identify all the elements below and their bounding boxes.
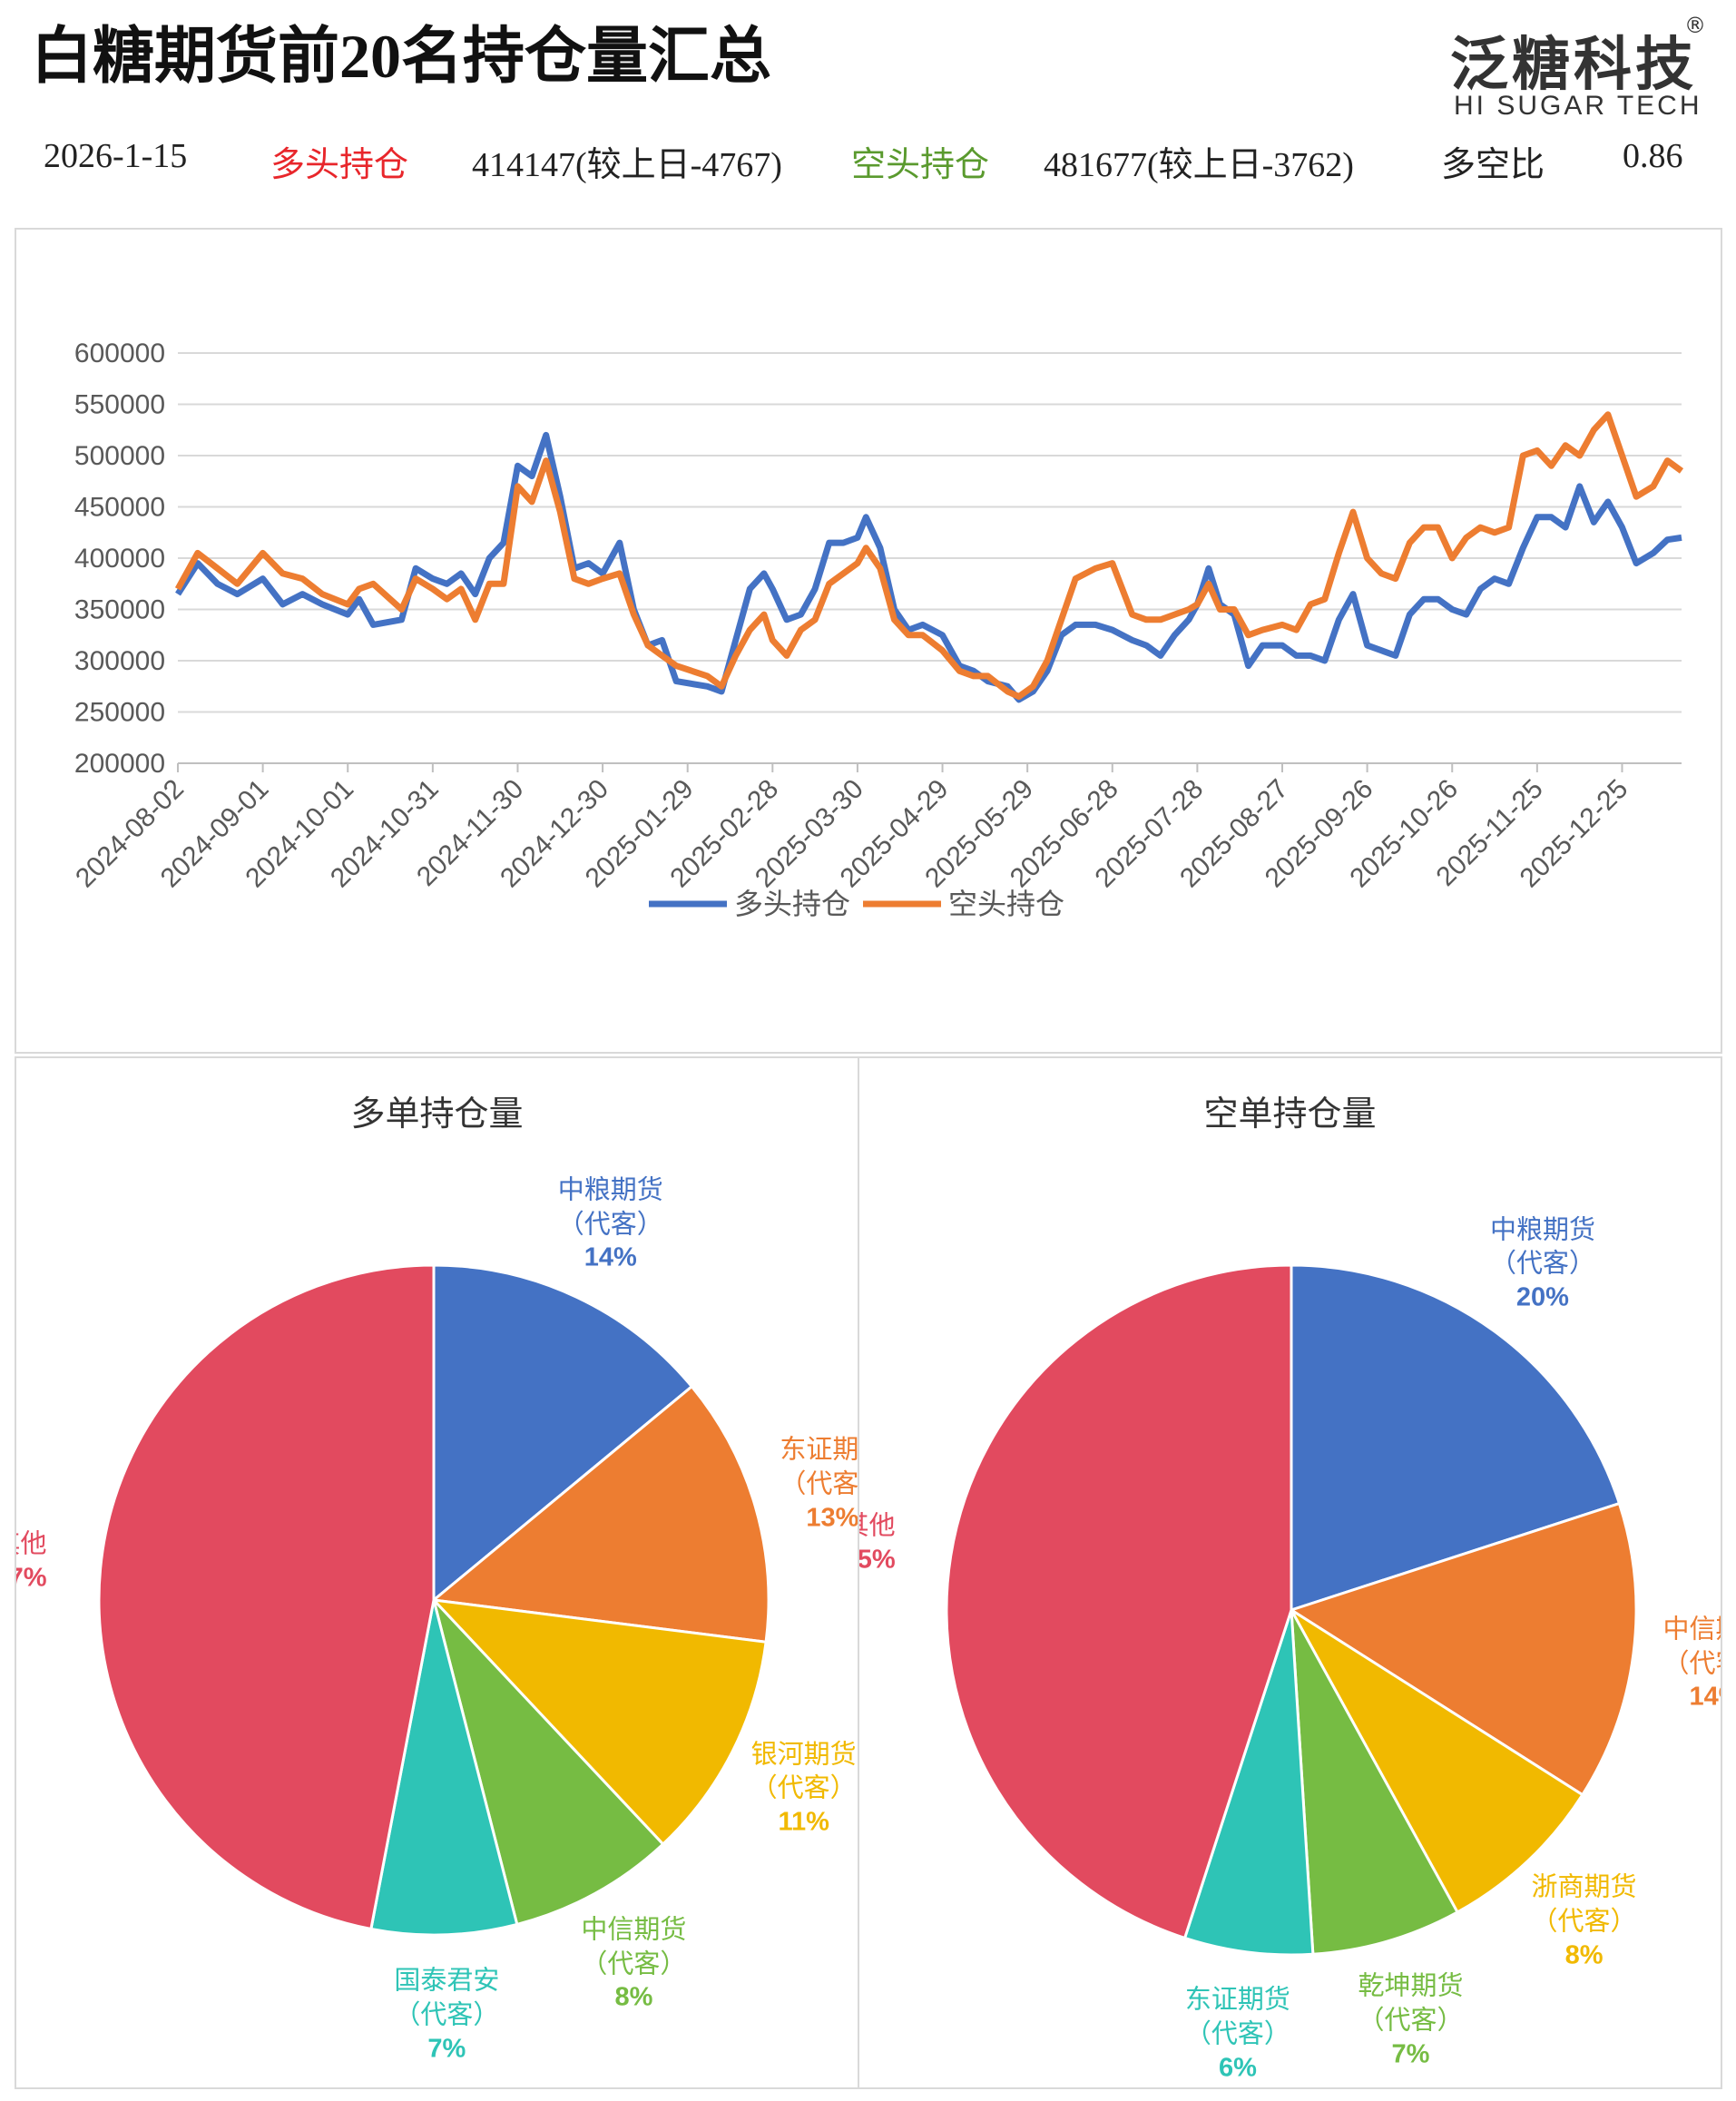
slice-name: 中信期货（代客） <box>1662 1613 1721 1679</box>
y-tick-label: 250000 <box>74 698 165 728</box>
slice-value: 20% <box>1515 1282 1569 1312</box>
slice-value: 47% <box>16 1562 47 1592</box>
pie-title: 多单持仓量 <box>350 1095 524 1134</box>
y-tick-label: 500000 <box>74 441 165 471</box>
slice-name: 银河期货（代客） <box>750 1738 857 1803</box>
series-line <box>175 431 1682 703</box>
short-label: 空头持仓 <box>851 146 990 184</box>
slice-value: 7% <box>427 2034 466 2064</box>
slice-label: 东证期货（代客） 13% <box>776 1433 859 1536</box>
slice-value: 7% <box>1391 2039 1430 2069</box>
pie-slice <box>432 1598 665 1927</box>
pie-slice <box>430 1597 768 1847</box>
slice-value: 11% <box>778 1807 829 1837</box>
logo-name: 泛糖科技 <box>1450 32 1697 99</box>
slice-name: 浙商期货（代客） <box>1531 1870 1637 1937</box>
ratio-label: 多空比 <box>1441 146 1545 184</box>
slice-label: 浙商期货（代客） 8% <box>1527 1870 1641 1973</box>
slice-label: 中粮期货（代客） 20% <box>1486 1212 1600 1315</box>
ratio-value: 0.86 <box>1623 137 1683 175</box>
short-value: 481677(较上日-3762) <box>1044 146 1354 184</box>
legend-label: 多头持仓 <box>734 888 850 920</box>
pie-slice <box>432 1263 694 1604</box>
long-value: 414147(较上日-4767) <box>472 146 782 184</box>
y-tick-label: 200000 <box>74 749 165 779</box>
pie <box>945 1263 1638 1957</box>
pie-slice <box>430 1384 770 1644</box>
slice-value: 8% <box>614 1982 653 2012</box>
slice-name: 其他 <box>16 1527 47 1559</box>
pie-slice <box>1290 1609 1460 1956</box>
pie <box>97 1263 770 1937</box>
slice-name: 乾坤期货（代客） <box>1358 1969 1464 2036</box>
pie-slice <box>369 1599 519 1937</box>
slice-value: 14% <box>1689 1682 1721 1712</box>
slice-label: 中粮期货（代客） 14% <box>554 1173 667 1275</box>
slice-name: 中粮期货（代客） <box>1489 1213 1595 1279</box>
line-chart: 200000 250000 300000 350000 400000 450000 5000… <box>70 339 1684 920</box>
series-line <box>174 411 1684 700</box>
slice-name: 东证期货（代客） <box>780 1433 859 1499</box>
y-tick-label: 400000 <box>74 544 165 574</box>
pie-slice <box>1290 1608 1584 1915</box>
slice-label: 国泰君安（代客） 7% <box>390 1964 504 2067</box>
long-label: 多头持仓 <box>270 146 409 184</box>
slice-value: 6% <box>1218 2053 1257 2083</box>
line-panel: 200000 250000 300000 350000 400000 450000 5000… <box>15 228 1722 1054</box>
slice-label: 其他47% <box>16 1527 77 1595</box>
slice-name: 国泰君安（代客） <box>394 1964 500 2030</box>
pie-slice <box>1290 1263 1622 1613</box>
slice-name: 其他 <box>859 1509 896 1541</box>
pie-slice <box>97 1263 436 1931</box>
page-title: 白糖期货前20名持仓量汇总 <box>31 22 772 91</box>
pie-slice <box>945 1263 1293 1940</box>
date: 2026-1-15 <box>44 137 188 175</box>
y-tick-label: 300000 <box>74 646 165 676</box>
pie-slice <box>1288 1501 1638 1797</box>
slice-name: 东证期货（代客） <box>1184 1983 1290 2049</box>
y-tick-label: 450000 <box>74 493 165 523</box>
slice-value: 14% <box>584 1242 637 1272</box>
slice-label: 银河期货（代客） 11% <box>747 1737 858 1840</box>
slice-label: 其他 45% <box>858 1509 926 1577</box>
legend-label: 空头持仓 <box>948 888 1064 920</box>
pie-title: 空单持仓量 <box>1203 1095 1377 1134</box>
slice-label: 中信期货（代客）14% <box>1659 1613 1721 1715</box>
slice-name: 中粮期货（代客） <box>557 1173 663 1240</box>
slice-value: 45% <box>858 1545 896 1575</box>
slice-name: 中信期货（代客） <box>581 1913 687 1979</box>
slice-label: 东证期货（代客） 6% <box>1182 1983 1295 2086</box>
slice-label: 中信期货（代客） 8% <box>577 1912 691 2015</box>
y-tick-label: 600000 <box>74 339 165 368</box>
slice-value: 8% <box>1564 1940 1604 1970</box>
slice-label: 乾坤期货（代客） 7% <box>1354 1969 1467 2072</box>
y-tick-label: 350000 <box>74 595 165 625</box>
logo-sub: HI SUGAR TECH <box>1454 91 1702 121</box>
slice-value: 13% <box>806 1503 859 1533</box>
pie-slice <box>1182 1609 1315 1957</box>
y-tick-label: 550000 <box>74 390 165 420</box>
logo-mark: ® <box>1684 13 1706 38</box>
